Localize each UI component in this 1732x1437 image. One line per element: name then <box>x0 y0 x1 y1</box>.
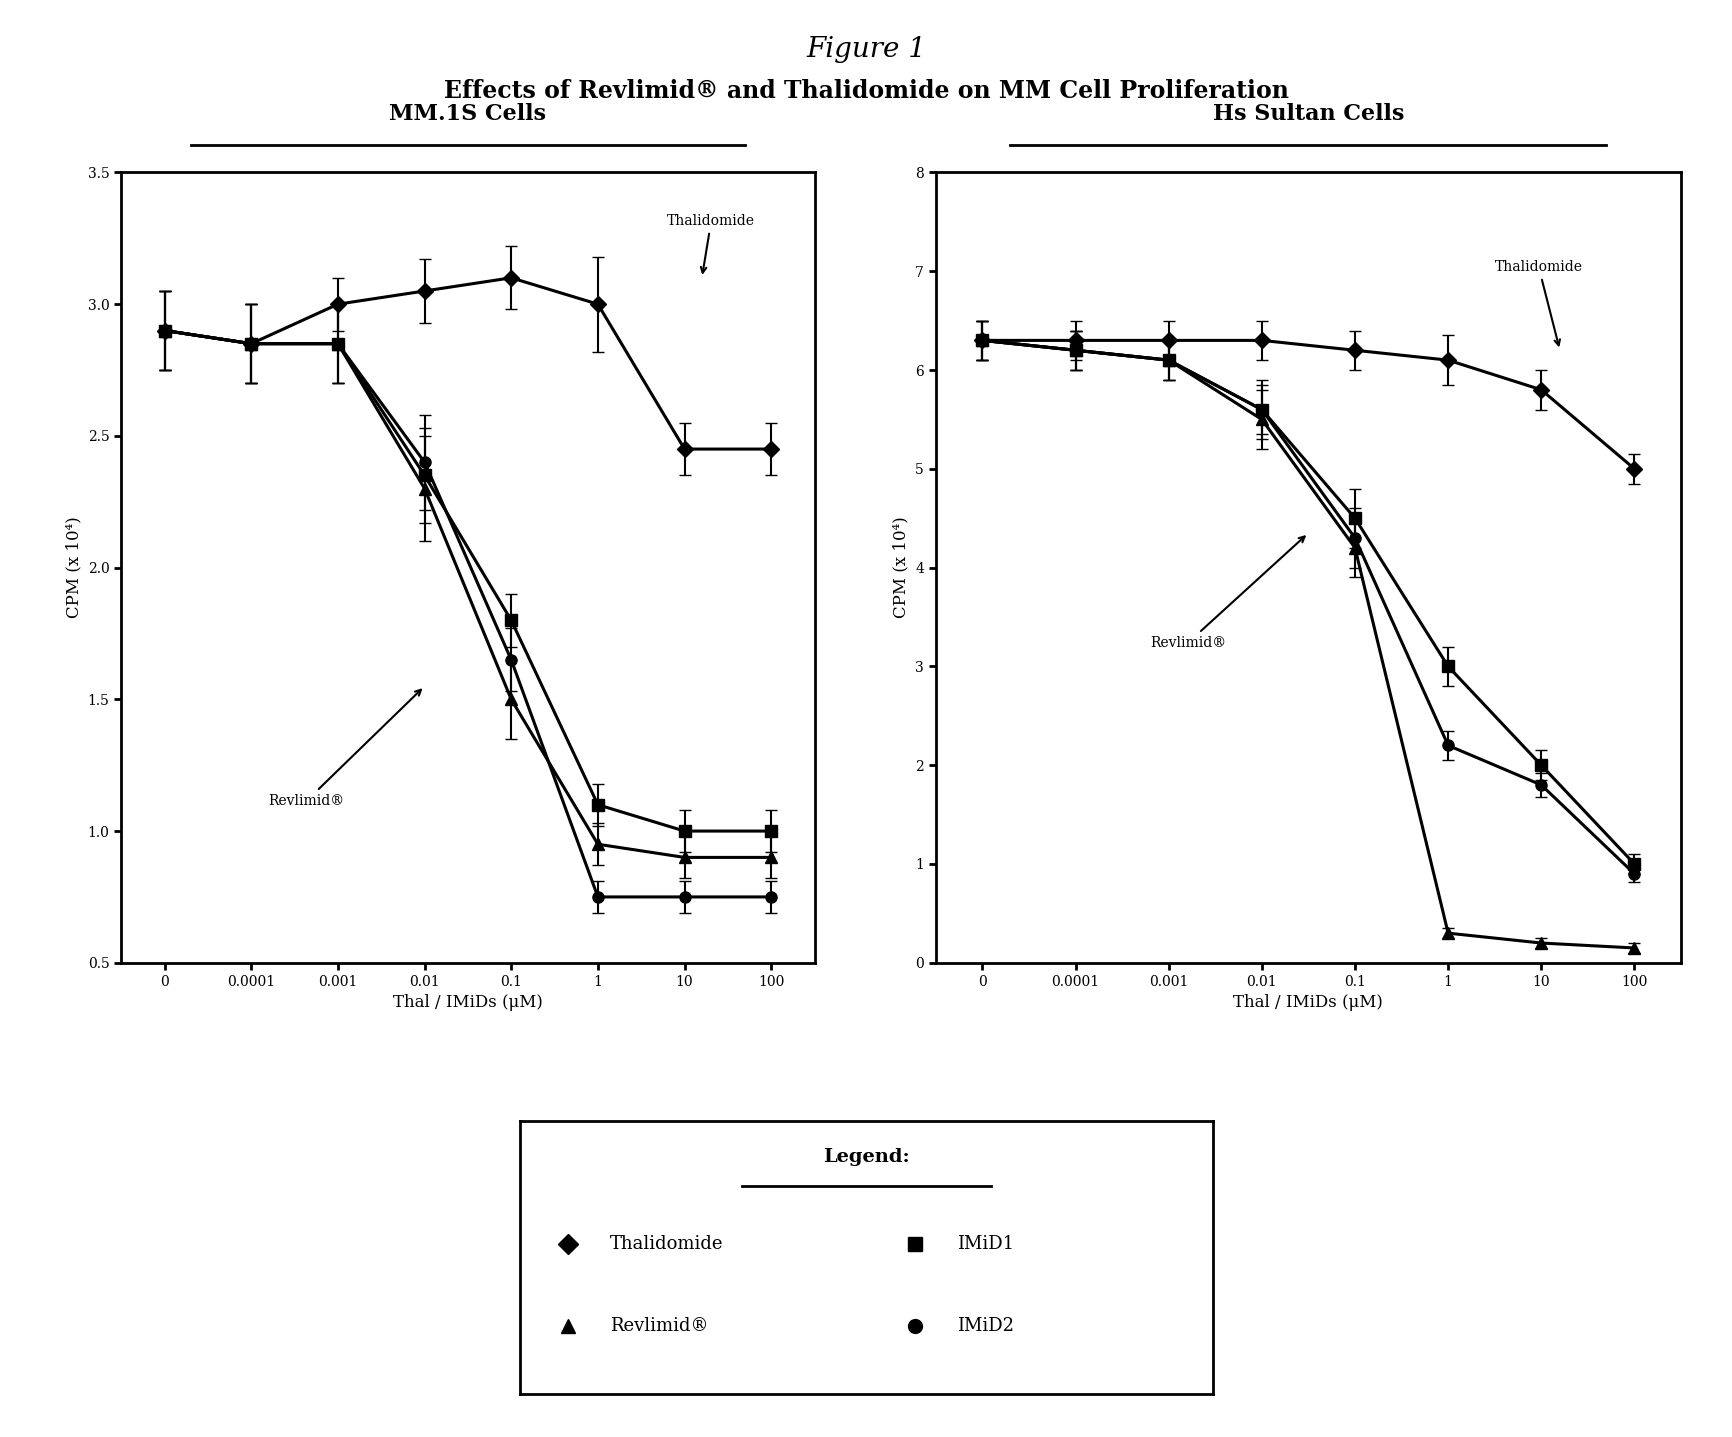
Text: Effects of Revlimid® and Thalidomide on MM Cell Proliferation: Effects of Revlimid® and Thalidomide on … <box>443 79 1289 103</box>
Text: Thalidomide: Thalidomide <box>610 1234 722 1253</box>
Text: Hs Sultan Cells: Hs Sultan Cells <box>1212 103 1403 125</box>
Y-axis label: CPM (x 10⁴): CPM (x 10⁴) <box>892 517 909 618</box>
Text: IMiD1: IMiD1 <box>956 1234 1013 1253</box>
Text: Figure 1: Figure 1 <box>805 36 927 63</box>
Text: Thalidomide: Thalidomide <box>667 214 755 273</box>
Text: Revlimid®: Revlimid® <box>610 1316 708 1335</box>
Text: MM.1S Cells: MM.1S Cells <box>390 103 546 125</box>
X-axis label: Thal / IMiDs (μM): Thal / IMiDs (μM) <box>393 994 542 1012</box>
Text: Thalidomide: Thalidomide <box>1493 260 1581 345</box>
X-axis label: Thal / IMiDs (μM): Thal / IMiDs (μM) <box>1233 994 1382 1012</box>
Text: IMiD2: IMiD2 <box>956 1316 1013 1335</box>
Text: Revlimid®: Revlimid® <box>1150 536 1304 650</box>
Text: Legend:: Legend: <box>823 1148 909 1167</box>
Text: Revlimid®: Revlimid® <box>268 690 421 808</box>
Y-axis label: CPM (x 10⁴): CPM (x 10⁴) <box>66 517 81 618</box>
